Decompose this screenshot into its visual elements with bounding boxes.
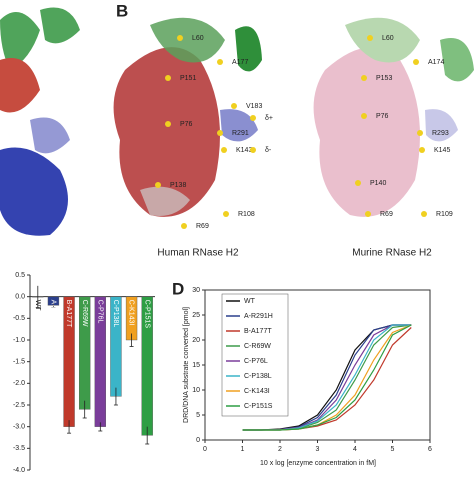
y-tick-label: 0.5 [15,272,25,279]
residue-marker [417,130,423,136]
legend-label: C-P76L [244,358,268,365]
residue-label: R69 [380,211,393,218]
panel-letter: B [116,1,128,20]
residue-marker [177,35,183,41]
structure-murine [313,17,474,217]
residue-marker [367,35,373,41]
y-tick-label: -2.0 [13,380,25,387]
x-tick-label: C-P76L [96,300,103,324]
residue-marker [221,147,227,153]
residue-label: A174 [428,59,444,66]
residue-label: P76 [376,113,389,120]
panel-letter: D [172,279,184,298]
residue-label: P76 [180,121,193,128]
residue-marker [223,211,229,217]
residue-marker [421,211,427,217]
residue-marker [155,182,161,188]
y-tick-label: 10 [192,387,200,394]
y-tick-label: 30 [192,287,200,294]
residue-marker [231,103,237,109]
legend-label: C-P151S [244,403,273,410]
x-tick-label: C-P151S [143,300,150,329]
x-tick-label: C-P138L [112,300,119,328]
y-tick-label: -4.0 [13,467,25,474]
legend-label: B-A177T [244,328,272,335]
y-tick-label: -2.5 [13,402,25,409]
y-tick-label: -3.0 [13,424,25,431]
y-tick-label: -1.0 [13,337,25,344]
y-tick-label: 0 [196,437,200,444]
residue-marker [217,59,223,65]
residue-label: R109 [436,211,453,218]
residue-label: K143 [236,147,252,154]
residue-label: K145 [434,147,450,154]
residue-marker [181,223,187,229]
residue-marker [250,147,256,153]
x-tick-label: 4 [353,446,357,453]
residue-marker [419,147,425,153]
residue-label: L60 [192,35,204,42]
residue-label: P151 [180,75,196,82]
x-tick-label: 3 [316,446,320,453]
y-tick-label: 5 [196,412,200,419]
y-tick-label: -0.5 [13,315,25,322]
x-tick-label: 0 [203,446,207,453]
x-tick-label: C-K143I [128,300,135,326]
residue-label: δ+ [265,115,273,122]
caption: Murine RNase H2 [352,248,432,259]
x-tick-label: 1 [241,446,245,453]
y-tick-label: -3.5 [13,445,25,452]
residue-label: R291 [232,130,249,137]
structure-a [0,7,80,236]
x-tick-label: 2 [278,446,282,453]
residue-marker [413,59,419,65]
residue-marker [250,115,256,121]
residue-label: P140 [370,180,386,187]
y-axis-label: DRD/DNA substrate converted [pmol] [183,307,190,423]
residue-label: δ- [265,147,272,154]
structure-human [113,17,262,217]
y-tick-label: 15 [192,362,200,369]
x-tick-label: WT [34,300,41,312]
residue-marker [365,211,371,217]
residue-label: R293 [432,130,449,137]
residue-label: R108 [238,211,255,218]
caption: Human RNase H2 [157,248,239,259]
residue-marker [355,180,361,186]
x-tick-label: 6 [428,446,432,453]
residue-marker [361,75,367,81]
x-tick-label: 5 [391,446,395,453]
legend-label: C-R69W [244,343,271,350]
legend-label: WT [244,298,256,305]
legend-label: C-K143I [244,388,270,395]
residue-marker [165,121,171,127]
legend-label: A-R291H [244,313,273,320]
x-tick-label: A-R291H [50,300,57,329]
legend-label: C-P138L [244,373,272,380]
residue-label: R69 [196,223,209,230]
residue-label: V183 [246,103,262,110]
y-tick-label: 0.0 [15,294,25,301]
residue-label: L60 [382,35,394,42]
y-tick-label: 20 [192,337,200,344]
residue-label: P153 [376,75,392,82]
y-tick-label: -1.5 [13,359,25,366]
residue-marker [165,75,171,81]
legend-box [221,293,289,417]
x-tick-label: B-A177T [65,300,72,328]
series-line [242,324,412,431]
residue-marker [217,130,223,136]
residue-marker [361,113,367,119]
x-tick-label: C-R69W [81,300,88,327]
y-tick-label: 25 [192,312,200,319]
residue-label: P138 [170,182,186,189]
residue-label: A177 [232,59,248,66]
x-axis-label: 10 x log [enzyme concentration in fM] [260,460,376,467]
